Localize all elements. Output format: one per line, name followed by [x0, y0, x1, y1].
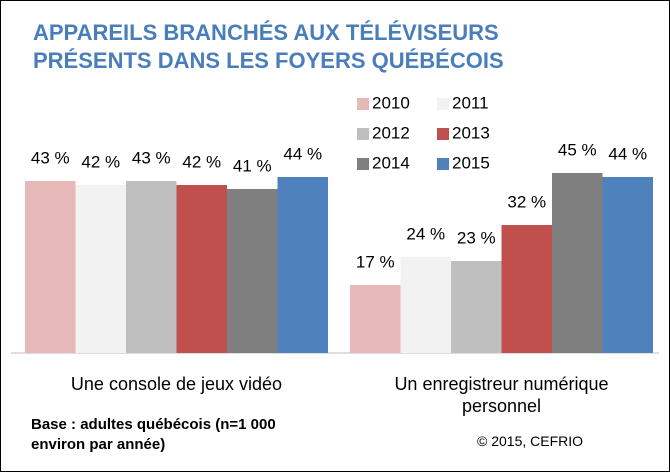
bar	[126, 181, 177, 353]
value-label: 17 %	[356, 252, 395, 271]
value-label: 44 %	[608, 144, 647, 163]
source: © 2015, CEFRIO	[477, 433, 584, 449]
bar	[277, 177, 328, 353]
legend-swatch	[357, 98, 369, 110]
legend-swatch	[437, 128, 449, 140]
value-label: 42 %	[182, 152, 221, 171]
legend-label: 2013	[452, 123, 490, 142]
x-tick-label: Une console de jeux vidéo	[70, 374, 283, 394]
value-label: 23 %	[457, 228, 496, 247]
legend-label: 2012	[372, 123, 410, 142]
x-tick-label: Un enregistreur numérique personnel	[394, 374, 609, 416]
bar	[227, 189, 278, 353]
bar	[602, 177, 653, 353]
legend-label: 2014	[372, 153, 410, 172]
legend-swatch	[357, 128, 369, 140]
note: Base : adultes québécois (n=1 000 enviro…	[31, 416, 276, 453]
bar	[552, 173, 603, 353]
value-label: 43 %	[132, 148, 171, 167]
value-label: 42 %	[81, 152, 120, 171]
value-label: 43 %	[31, 148, 70, 167]
value-label: 24 %	[406, 224, 445, 243]
bar	[25, 181, 76, 353]
legend-label: 2015	[452, 153, 490, 172]
legend-label: 2011	[452, 93, 489, 112]
bar	[350, 285, 401, 353]
value-label: 44 %	[283, 144, 322, 163]
bar	[400, 257, 451, 353]
bar	[451, 261, 502, 353]
chart-title: APPAREILS BRANCHÉS AUX TÉLÉVISEURS PRÉSE…	[33, 20, 504, 73]
legend-label: 2010	[372, 93, 410, 112]
value-label: 41 %	[233, 156, 272, 175]
legend-swatch	[437, 98, 449, 110]
bar	[501, 225, 552, 353]
legend-swatch	[357, 158, 369, 170]
value-label: 45 %	[558, 140, 597, 159]
value-label: 32 %	[507, 192, 546, 211]
legend-swatch	[437, 158, 449, 170]
bar	[75, 185, 126, 353]
bar	[176, 185, 227, 353]
